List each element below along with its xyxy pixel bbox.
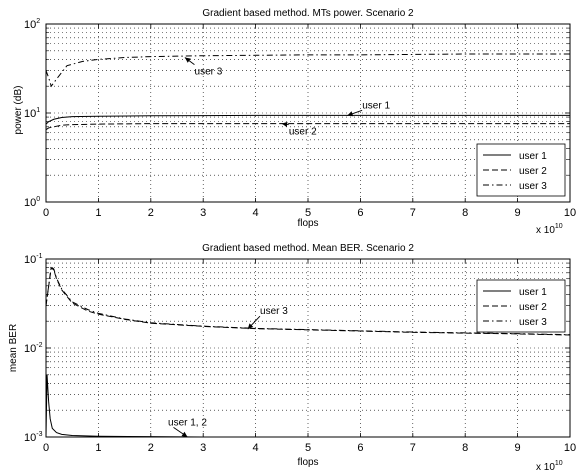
power-y-tick-label: 100 <box>24 196 40 209</box>
power-x-tick-label: 6 <box>357 207 363 219</box>
ber-x-tick-label: 7 <box>410 442 416 454</box>
ber-legend-box <box>476 279 566 333</box>
power-x-axis-label: flops <box>297 218 318 229</box>
power-y-axis-label: power (dB) <box>13 86 24 135</box>
ber-x-scale-label: x 1010 <box>536 460 563 473</box>
ber-annotation-label: user 1, 2 <box>168 417 207 428</box>
power-y-tick-base: 10 <box>24 19 36 31</box>
power-y-tick-exponent: 1 <box>36 107 40 114</box>
power-legend-label: user 3 <box>519 181 547 192</box>
ber-y-tick-label: 10-3 <box>24 431 43 444</box>
ber-y-tick-label: 10-2 <box>24 342 43 355</box>
power-x-tick-label: 0 <box>43 207 49 219</box>
ber-series-line-3 <box>45 265 571 336</box>
ber-x-tick-label: 10 <box>564 442 576 454</box>
power-y-tick-base: 10 <box>24 108 36 120</box>
power-x-tick-label: 2 <box>148 207 154 219</box>
power-x-tick-label: 7 <box>410 207 416 219</box>
ber-y-axis-label: mean BER <box>8 324 19 372</box>
ber-y-tick-exponent: -2 <box>36 342 42 349</box>
ber-x-axis-label: flops <box>297 457 318 468</box>
power-x-tick-label: 8 <box>462 207 468 219</box>
power-x-tick-label: 9 <box>515 207 521 219</box>
ber-legend-label: user 2 <box>519 302 547 313</box>
power-chart-title: Gradient based method. MTs power. Scenar… <box>202 8 414 19</box>
power-legend-label: user 1 <box>519 151 547 162</box>
power-series-line-3 <box>45 53 570 88</box>
power-series-line-1 <box>45 114 570 125</box>
ber-series-line-1 <box>45 374 570 438</box>
ber-legend-label: user 3 <box>519 317 547 328</box>
power-series-line-2 <box>45 123 570 131</box>
power-annotation-arrowhead <box>347 111 354 117</box>
power-panel: Gradient based method. MTs power. Scenar… <box>13 8 576 236</box>
ber-x-tick-label: 2 <box>148 442 154 454</box>
power-x-scale-label: x 1010 <box>536 223 563 236</box>
ber-y-tick-base: 10 <box>24 254 36 266</box>
power-annotation-arrowhead <box>184 57 191 63</box>
power-annotation-arrowhead <box>281 121 288 127</box>
ber-legend-label: user 1 <box>519 287 547 298</box>
power-y-tick-label: 101 <box>24 107 40 120</box>
ber-panel: Gradient based method. Mean BER. Scenari… <box>8 243 576 473</box>
ber-x-tick-label: 3 <box>200 442 206 454</box>
ber-x-tick-label: 5 <box>305 442 311 454</box>
power-x-scale-exponent: 10 <box>555 223 563 230</box>
power-y-tick-label: 102 <box>24 18 40 31</box>
ber-annotation-arrowhead <box>247 323 254 330</box>
ber-x-tick-label: 8 <box>462 442 468 454</box>
ber-y-tick-base: 10 <box>24 432 36 444</box>
ber-legend: user 1 user 2 user 3 <box>476 279 566 333</box>
power-annotation-label: user 3 <box>195 67 223 78</box>
ber-x-tick-label: 0 <box>43 442 49 454</box>
power-x-tick-label: 10 <box>564 207 576 219</box>
ber-annotation-label: user 3 <box>260 306 288 317</box>
power-x-tick-label: 3 <box>200 207 206 219</box>
power-legend-label: user 2 <box>519 166 547 177</box>
power-y-tick-exponent: 2 <box>36 18 40 25</box>
power-annotation-label: user 2 <box>289 127 317 138</box>
ber-x-tick-label: 9 <box>515 442 521 454</box>
ber-x-tick-label: 6 <box>357 442 363 454</box>
ber-y-tick-base: 10 <box>24 343 36 355</box>
power-legend-box <box>476 143 566 197</box>
ber-chart-title: Gradient based method. Mean BER. Scenari… <box>202 243 414 254</box>
ber-x-tick-label: 4 <box>253 442 259 454</box>
power-legend: user 1 user 2 user 3 <box>476 143 566 197</box>
power-y-tick-base: 10 <box>24 197 36 209</box>
ber-x-scale-exponent: 10 <box>555 460 563 467</box>
power-x-tick-label: 1 <box>95 207 101 219</box>
power-annotation-label: user 1 <box>362 100 390 111</box>
power-y-tick-exponent: 0 <box>36 196 40 203</box>
power-x-tick-label: 4 <box>253 207 259 219</box>
ber-x-scale-base: x 10 <box>536 462 555 473</box>
power-x-scale-base: x 10 <box>536 225 555 236</box>
ber-y-tick-exponent: -1 <box>36 253 42 260</box>
power-x-tick-label: 5 <box>305 207 311 219</box>
ber-annotation-arrowhead <box>181 431 188 437</box>
ber-x-tick-label: 1 <box>95 442 101 454</box>
ber-y-tick-label: 10-1 <box>24 253 43 266</box>
ber-y-tick-exponent: -3 <box>36 431 42 438</box>
